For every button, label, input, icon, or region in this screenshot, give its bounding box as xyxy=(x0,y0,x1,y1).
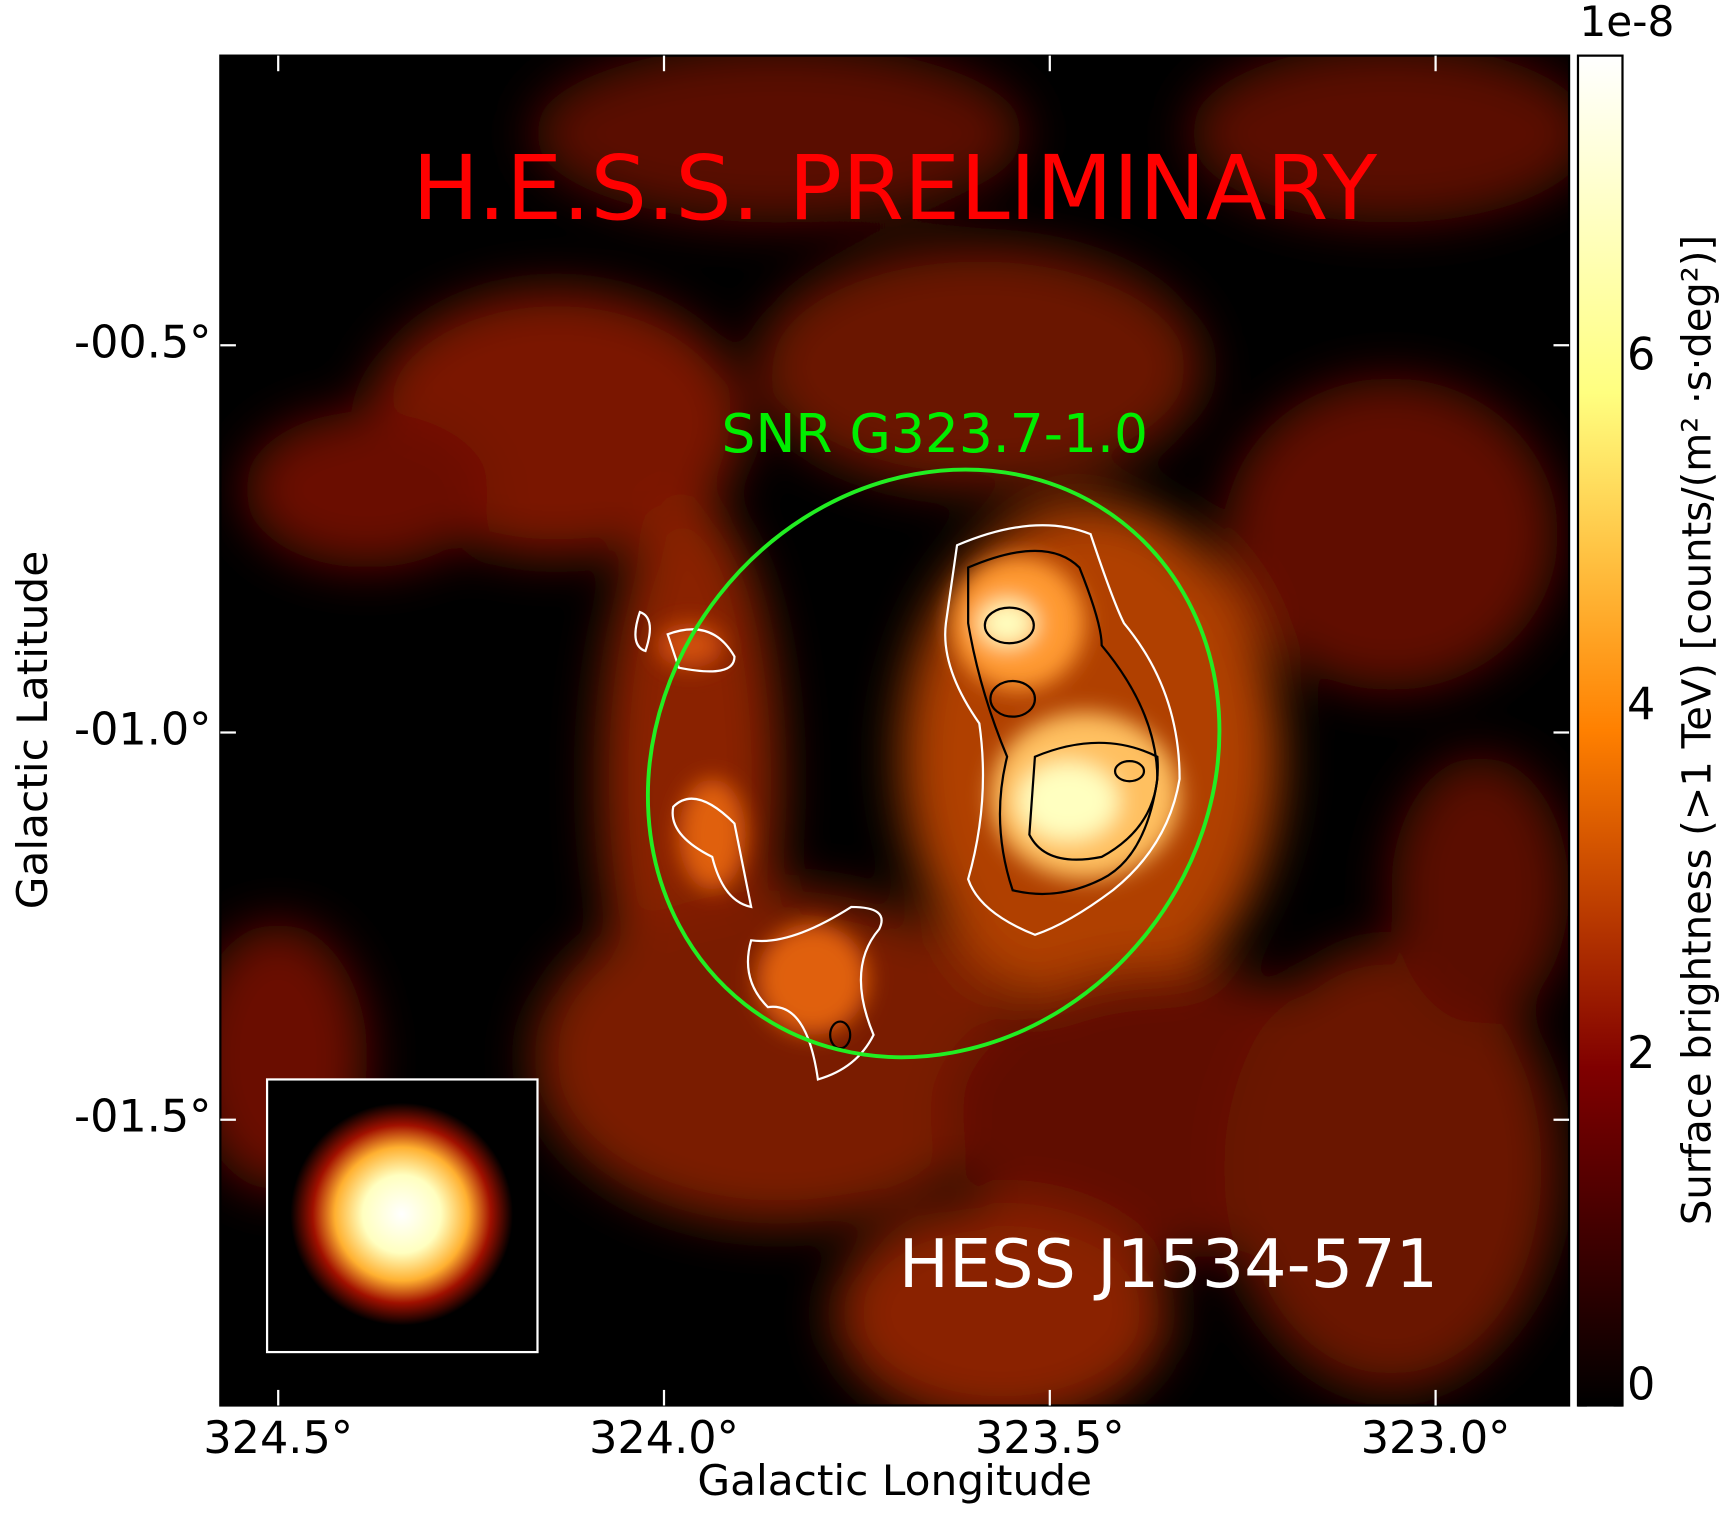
source-label: HESS J1534-571 xyxy=(899,1225,1438,1303)
colorbar-tick-label: 0 xyxy=(1627,1360,1655,1411)
watermark: H.E.S.S. PRELIMINARY xyxy=(412,136,1377,240)
colorbar-tick-label: 2 xyxy=(1627,1028,1655,1079)
snr-label: SNR G323.7-1.0 xyxy=(722,402,1148,465)
y-tick-label: -00.5° xyxy=(74,317,211,368)
colorbar-offset: 1e-8 xyxy=(1579,0,1674,46)
colorbar xyxy=(1576,54,1624,1407)
bright-emission xyxy=(656,556,1180,1035)
ticks: 324.5° 324.0° 323.5° 323.0° -00.5° -01.0° -01.… xyxy=(74,55,1655,1464)
y-tick-label: -01.0° xyxy=(74,705,211,756)
plot-frame xyxy=(219,54,1571,1407)
colorbar-label: Surface brightness (>1 TeV) [counts/(m² … xyxy=(1674,235,1720,1225)
x-axis-label: Galactic Longitude xyxy=(697,1456,1092,1505)
x-tick-label: 324.5° xyxy=(203,1413,353,1464)
x-tick-label: 323.5° xyxy=(975,1413,1125,1464)
y-tick-label: -01.5° xyxy=(74,1092,211,1143)
x-tick-label: 323.0° xyxy=(1361,1413,1511,1464)
snr-ellipse xyxy=(645,467,1222,1060)
y-axis-label: Galactic Latitude xyxy=(8,551,57,909)
contours xyxy=(634,524,1181,1081)
x-tick-label: 324.0° xyxy=(589,1413,739,1464)
colorbar-tick-label: 6 xyxy=(1627,330,1655,381)
sky-map xyxy=(220,55,1570,1406)
colorbar-tick-label: 4 xyxy=(1627,679,1655,730)
psf-inset xyxy=(265,1078,539,1354)
